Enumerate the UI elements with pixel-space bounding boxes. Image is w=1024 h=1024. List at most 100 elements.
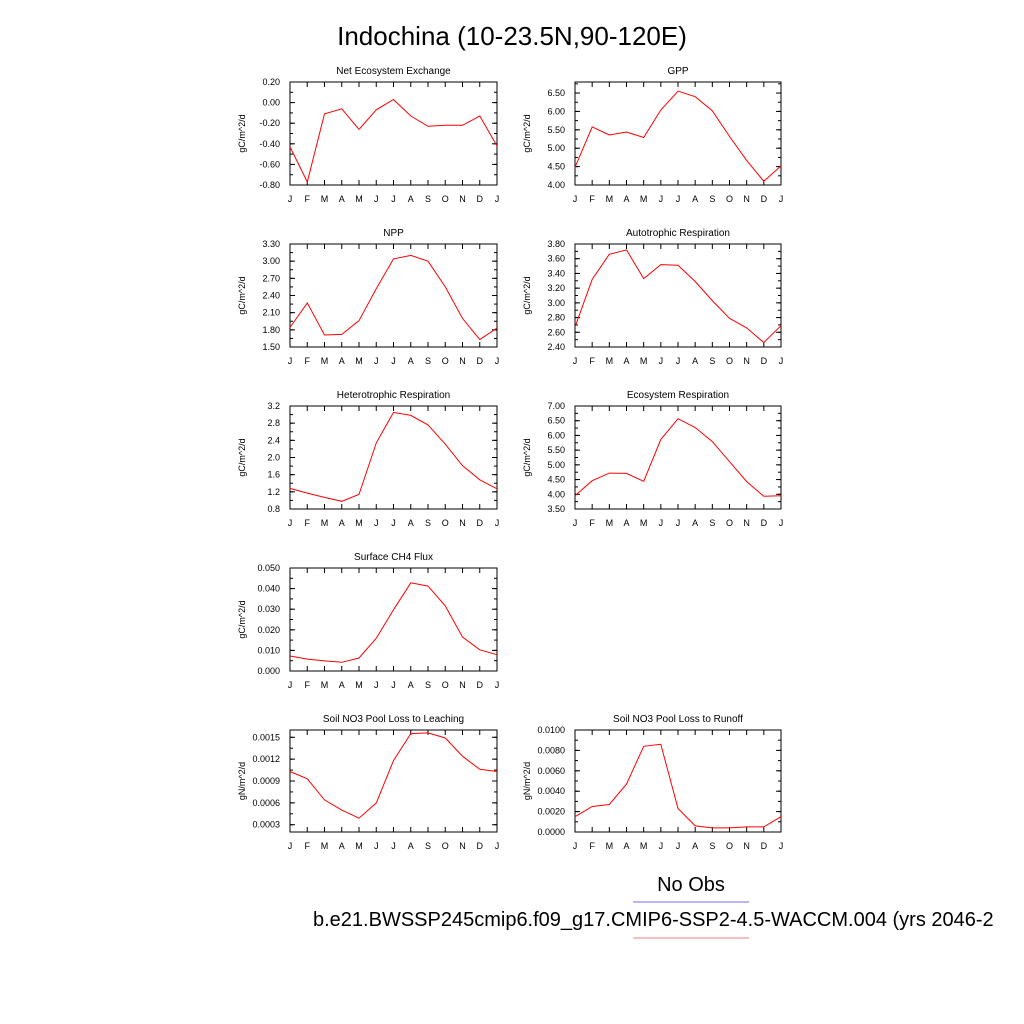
- x-tick-label: A: [408, 356, 414, 366]
- panel-title: Heterotrophic Respiration: [337, 390, 450, 401]
- x-tick-label: S: [425, 356, 431, 366]
- x-tick-label: S: [709, 194, 715, 204]
- x-tick-label: J: [676, 194, 681, 204]
- y-tick-label: 2.70: [262, 273, 280, 283]
- series-line: [289, 98, 498, 184]
- plot-frame: [574, 405, 782, 510]
- y-tick-label: -0.80: [259, 180, 280, 190]
- x-tick-label: F: [305, 680, 311, 690]
- legend-label-obs: No Obs: [657, 874, 725, 896]
- x-tick-label: J: [288, 518, 293, 528]
- x-tick-label: M: [606, 841, 614, 851]
- y-tick-label: 0.0015: [252, 732, 280, 742]
- x-tick-label: A: [339, 680, 345, 690]
- x-tick-label: S: [425, 518, 431, 528]
- y-tick-label: 1.2: [267, 487, 280, 497]
- x-tick-label: J: [374, 841, 379, 851]
- x-tick-label: O: [442, 194, 449, 204]
- x-tick-label: O: [442, 518, 449, 528]
- series-line: [289, 254, 498, 341]
- y-tick-label: 3.20: [547, 283, 565, 293]
- y-tick-label: 0.0006: [252, 798, 280, 808]
- y-tick-label: 0.0003: [252, 820, 280, 830]
- series-line: [574, 418, 782, 497]
- panel-title: NPP: [383, 228, 404, 239]
- y-tick-label: 3.2: [267, 401, 280, 411]
- x-tick-label: N: [459, 518, 466, 528]
- y-tick-label: 4.50: [547, 475, 565, 485]
- y-tick-label: 5.50: [547, 445, 565, 455]
- y-tick-label: 6.50: [547, 88, 565, 98]
- x-tick-label: J: [573, 841, 578, 851]
- y-tick-label: 3.30: [262, 239, 280, 249]
- x-tick-label: J: [676, 518, 681, 528]
- x-tick-label: J: [659, 356, 664, 366]
- y-tick-label: 0.010: [257, 645, 280, 655]
- legend-label-model: b.e21.BWSSP245cmip6.f09_g17.CMIP6-SSP2-4…: [313, 909, 994, 931]
- y-tick-label: 0.8: [267, 504, 280, 514]
- x-tick-label: M: [640, 356, 648, 366]
- x-tick-label: J: [288, 841, 293, 851]
- y-tick-label: 0.0080: [537, 745, 565, 755]
- x-tick-label: S: [709, 356, 715, 366]
- x-tick-label: A: [339, 841, 345, 851]
- x-tick-label: O: [726, 518, 733, 528]
- y-tick-label: 1.50: [262, 342, 280, 352]
- y-axis-label: gC/m^2/d: [237, 114, 247, 152]
- x-tick-label: F: [305, 518, 311, 528]
- x-tick-label: O: [726, 841, 733, 851]
- x-tick-label: A: [623, 356, 629, 366]
- x-tick-label: M: [321, 841, 329, 851]
- x-tick-label: D: [477, 356, 484, 366]
- x-tick-label: F: [589, 518, 595, 528]
- x-tick-label: J: [391, 680, 396, 690]
- x-tick-label: N: [459, 194, 466, 204]
- y-axis-label: gC/m^2/d: [522, 276, 532, 314]
- x-tick-label: J: [374, 356, 379, 366]
- y-tick-label: 3.00: [547, 298, 565, 308]
- x-tick-label: M: [355, 841, 363, 851]
- x-tick-label: M: [321, 356, 329, 366]
- x-tick-label: J: [374, 680, 379, 690]
- x-tick-label: M: [321, 194, 329, 204]
- x-tick-label: J: [779, 841, 784, 851]
- x-tick-label: M: [606, 356, 614, 366]
- y-axis-label: gC/m^2/d: [237, 600, 247, 638]
- series-line: [574, 90, 782, 183]
- y-tick-label: 4.50: [547, 162, 565, 172]
- x-tick-label: M: [355, 194, 363, 204]
- panel-title: GPP: [667, 66, 688, 77]
- x-tick-label: S: [425, 841, 431, 851]
- y-tick-label: 0.0060: [537, 766, 565, 776]
- y-tick-label: 5.00: [547, 460, 565, 470]
- x-tick-label: J: [659, 518, 664, 528]
- x-tick-label: N: [459, 680, 466, 690]
- series-line: [574, 743, 782, 829]
- panel-title: Net Ecosystem Exchange: [336, 66, 451, 77]
- x-tick-label: A: [692, 356, 698, 366]
- x-tick-label: J: [676, 841, 681, 851]
- x-tick-label: J: [288, 356, 293, 366]
- x-tick-label: D: [477, 680, 484, 690]
- x-tick-label: D: [477, 841, 484, 851]
- x-tick-label: J: [391, 518, 396, 528]
- y-tick-label: 3.00: [262, 256, 280, 266]
- panel-title: Surface CH4 Flux: [354, 552, 433, 563]
- x-tick-label: J: [659, 194, 664, 204]
- y-axis-label: gC/m^2/d: [522, 114, 532, 152]
- y-tick-label: 4.00: [547, 180, 565, 190]
- y-tick-label: 4.00: [547, 489, 565, 499]
- x-tick-label: N: [743, 518, 750, 528]
- panel-title: Ecosystem Respiration: [627, 390, 729, 401]
- x-tick-label: J: [391, 356, 396, 366]
- x-tick-label: F: [305, 356, 311, 366]
- x-tick-label: M: [606, 518, 614, 528]
- y-tick-label: -0.40: [259, 139, 280, 149]
